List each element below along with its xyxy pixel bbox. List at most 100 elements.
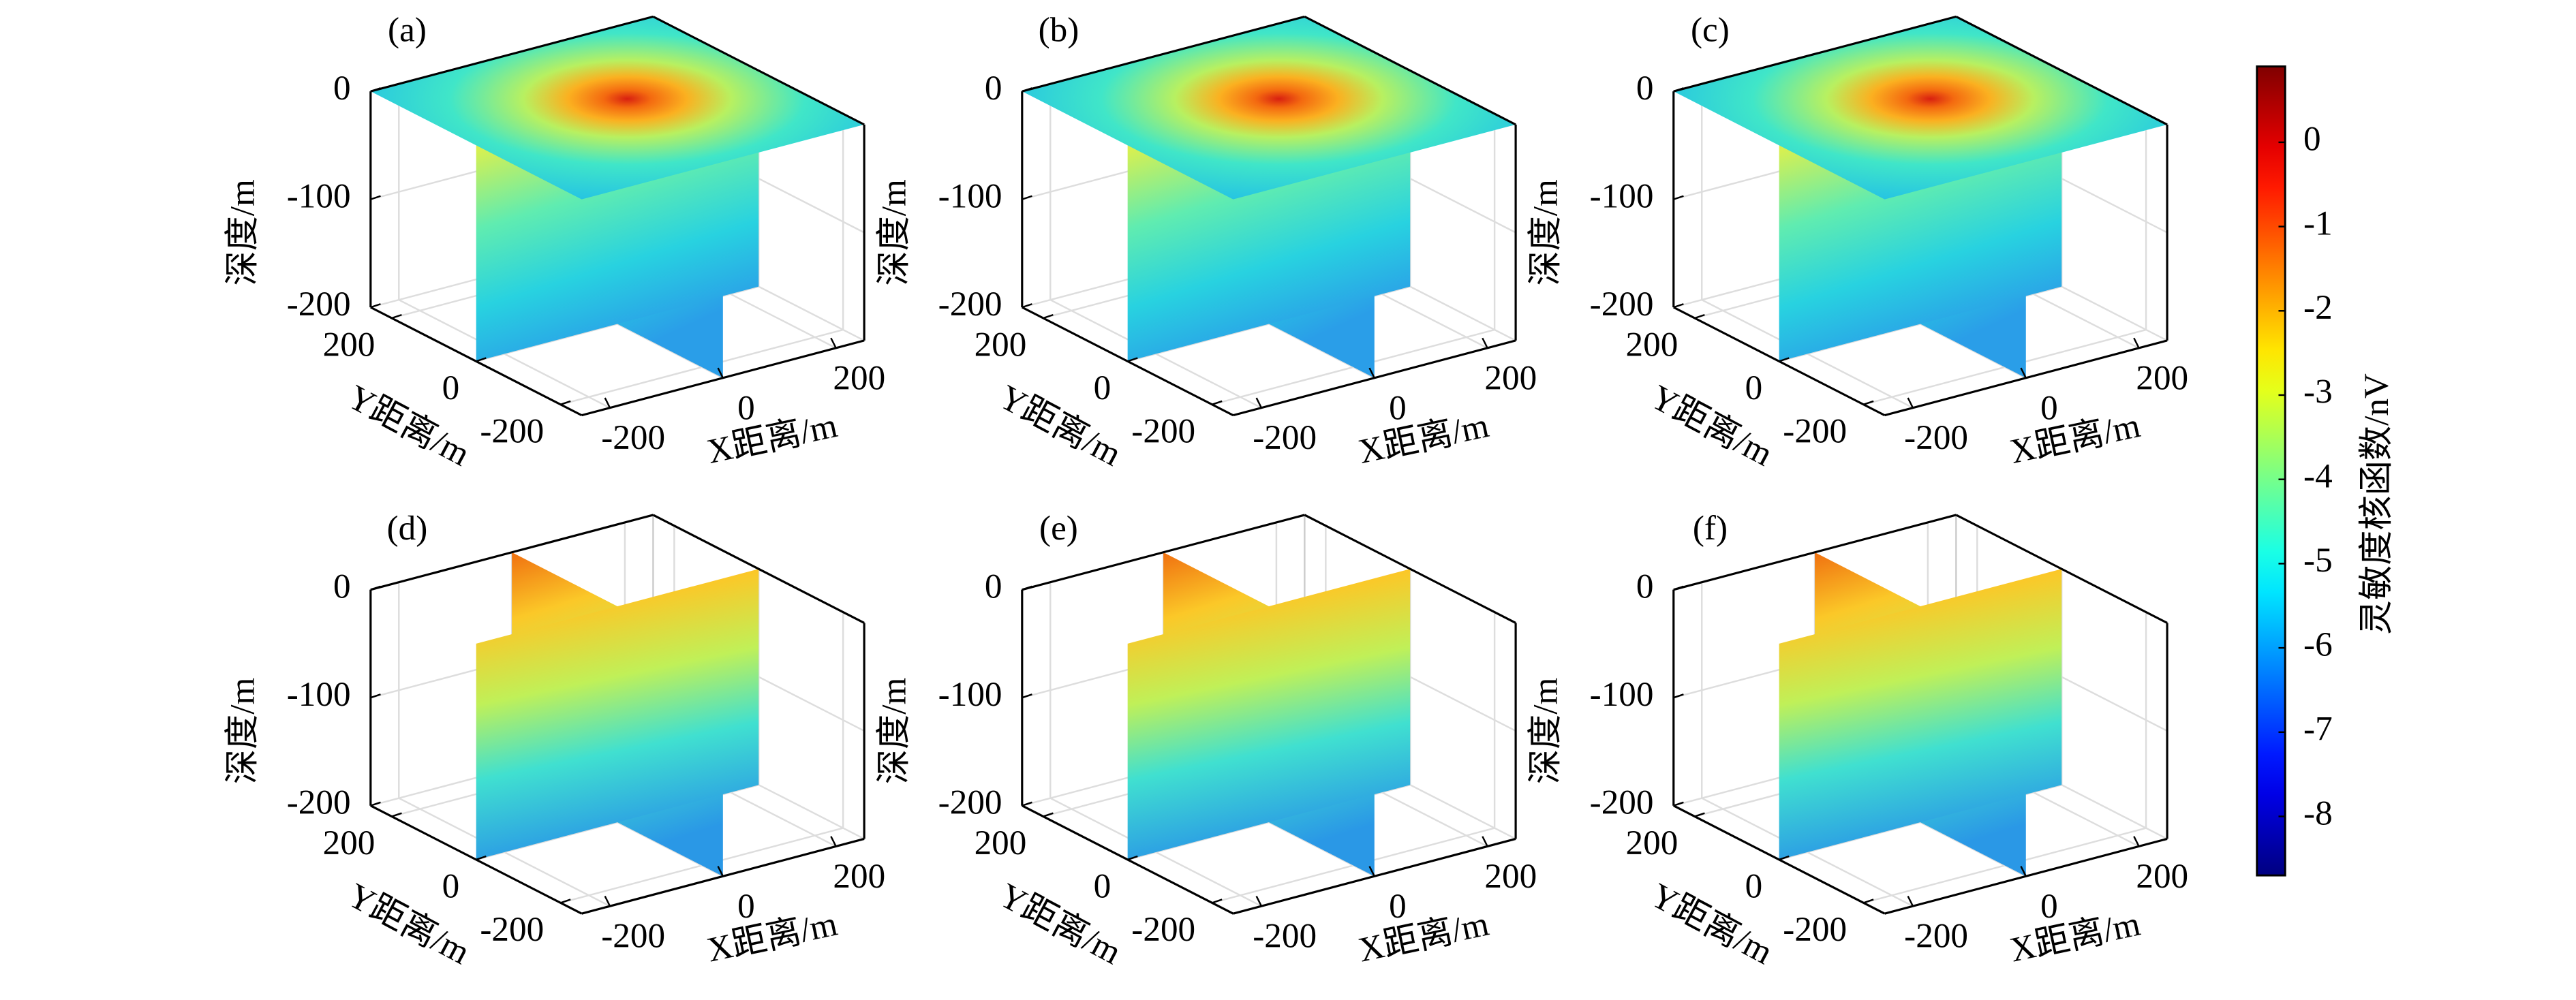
slice-y (1127, 569, 1411, 860)
x-tick-label: 0 (1389, 388, 1407, 427)
colorbar-tick-label: -6 (2303, 625, 2333, 664)
tick (1022, 303, 1032, 309)
box-edge (1955, 15, 2168, 126)
x-axis-label: X距离/m (1355, 406, 1492, 471)
tick (1212, 400, 1223, 405)
z-tick-label: -200 (938, 783, 1002, 822)
tick (2020, 866, 2027, 877)
y-tick-label: -200 (480, 411, 544, 450)
box-edge (1233, 837, 1516, 915)
tick (1022, 801, 1032, 807)
x-tick-label: -200 (601, 917, 665, 956)
tick (1673, 693, 1684, 699)
tick (1907, 397, 1914, 409)
x-tick-label: 0 (2040, 388, 2058, 427)
x-tick-label: 200 (833, 857, 885, 896)
tick (476, 855, 487, 861)
x-tick-label: 200 (833, 358, 885, 397)
tick (2133, 337, 2140, 349)
tick (370, 585, 381, 591)
tick (1863, 400, 1874, 405)
colorbar-tick-label: -7 (2303, 710, 2333, 749)
tick (370, 195, 381, 200)
tick (1779, 855, 1790, 861)
tick (1694, 812, 1705, 817)
x-tick-label: 0 (737, 388, 755, 427)
tick (1907, 896, 1914, 907)
x-tick-label: 0 (1389, 887, 1407, 926)
box-edge (370, 306, 583, 417)
box-edge (1022, 514, 1305, 591)
z-axis-label: 深度/m (875, 678, 914, 785)
tick (1127, 855, 1138, 861)
colorbar-tick-label: -4 (2303, 456, 2333, 495)
y-tick-label: 0 (442, 369, 460, 407)
panel-label: (a) (388, 11, 427, 50)
tick (1673, 195, 1684, 200)
x-axis-label: X距离/m (703, 406, 840, 471)
box-edge (1673, 306, 1886, 417)
colorbar-tick-label: -1 (2303, 204, 2333, 243)
z-tick-label: -100 (1590, 675, 1654, 714)
colorbar-tick-label: -3 (2303, 373, 2333, 411)
tick (1673, 585, 1684, 591)
x-axis-label: X距离/m (703, 905, 840, 970)
z-tick-label: -100 (938, 176, 1002, 215)
tick (1022, 585, 1032, 591)
x-tick-label: 0 (737, 887, 755, 926)
z-tick-label: -200 (287, 285, 351, 324)
tick (391, 812, 402, 817)
box-edge (1304, 15, 1516, 126)
tick (370, 801, 381, 807)
x-tick-label: 200 (1484, 358, 1537, 397)
tick (717, 367, 724, 379)
box-edge (1304, 514, 1516, 624)
y-tick-label: 200 (323, 326, 375, 364)
x-axis-label: X距离/m (1355, 905, 1492, 970)
y-tick-label: -200 (1783, 411, 1847, 450)
slice-y (476, 569, 759, 860)
y-tick-label: -200 (1131, 411, 1195, 450)
y-tick-label: 200 (975, 824, 1027, 862)
y-tick-label: 200 (1626, 824, 1678, 862)
slice-z (1022, 16, 1516, 200)
box-edge (652, 514, 865, 624)
z-axis-label: 深度/m (224, 179, 262, 286)
y-tick-label: 200 (1626, 326, 1678, 364)
tick (830, 836, 837, 847)
tick (1127, 357, 1138, 362)
z-axis-label: 深度/m (1527, 678, 1565, 785)
box-edge (1022, 306, 1234, 417)
tick (1863, 899, 1874, 904)
y-tick-label: 0 (1094, 867, 1111, 906)
colorbar: 0 -1 -2 -3 -4 -5 -6 -7 -8 灵敏度核函数/nV (2256, 65, 2396, 877)
tick (1255, 896, 1263, 907)
tick (391, 313, 402, 319)
slice-z (370, 16, 865, 200)
tick (1212, 899, 1223, 904)
tick (1022, 195, 1032, 200)
panel-label: (f) (1693, 509, 1728, 548)
box-edge (1022, 15, 1305, 93)
z-tick-label: 0 (333, 567, 351, 606)
tick (1673, 87, 1684, 93)
x-tick-label: 0 (2040, 887, 2058, 926)
x-tick-label: 200 (2136, 358, 2188, 397)
x-tick-label: -200 (601, 418, 665, 457)
tick (717, 866, 724, 877)
z-tick-label: -200 (1590, 285, 1654, 324)
grid-line (560, 328, 844, 405)
grid-line (1212, 328, 1495, 405)
box-edge (370, 15, 654, 93)
tick (604, 896, 611, 907)
tick (1673, 303, 1684, 309)
z-tick-label: 0 (333, 69, 351, 108)
z-tick-label: 0 (1636, 69, 1654, 108)
